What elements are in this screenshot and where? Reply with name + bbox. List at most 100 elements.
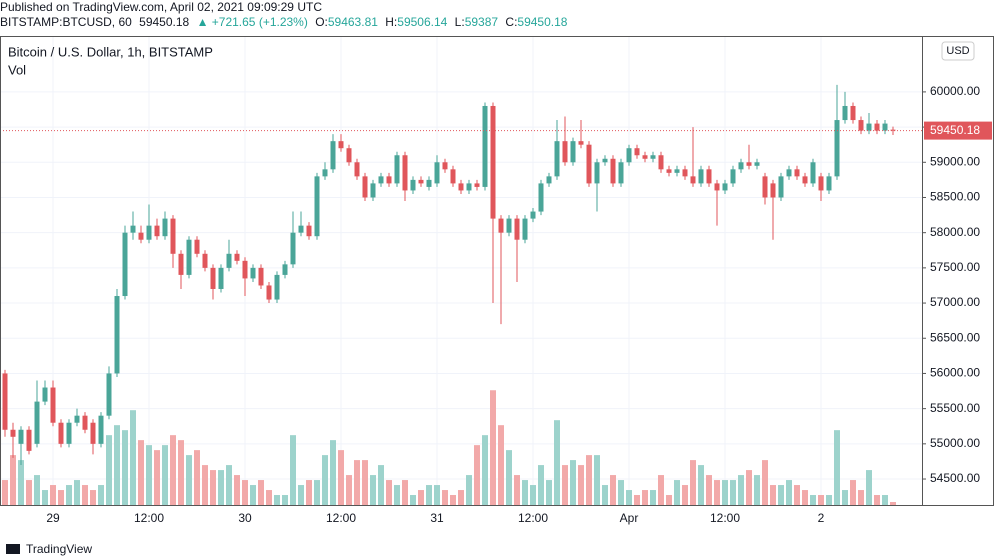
volume-bar <box>450 495 456 505</box>
candle-body <box>482 105 488 187</box>
candle-body <box>442 162 448 170</box>
candle-body <box>306 225 312 237</box>
volume-bar <box>426 485 432 505</box>
y-tick-label: 56500.00 <box>930 330 980 344</box>
ohlc-label: C: <box>505 15 518 29</box>
candle-body <box>178 253 184 275</box>
volume-bar <box>82 485 88 505</box>
candle-body <box>330 141 336 170</box>
volume-bar <box>162 445 168 505</box>
candle-body <box>882 123 888 131</box>
candle-body <box>138 232 144 240</box>
candle-body <box>346 148 352 163</box>
volume-bar <box>802 490 808 505</box>
x-tick-label: 12:00 <box>518 511 548 525</box>
volume-bar <box>482 435 488 505</box>
candle-body <box>274 274 280 300</box>
chart-title: Bitcoin / U.S. Dollar, 1h, BITSTAMP <box>8 44 213 59</box>
last-price-badge <box>924 121 992 140</box>
volume-bar <box>706 475 712 505</box>
ohlc-label: O: <box>315 15 328 29</box>
volume-bar <box>178 440 184 505</box>
ohlc-value: 59506.14 <box>397 15 448 29</box>
volume-bar <box>882 495 888 505</box>
volume-bar <box>18 460 24 505</box>
x-tick-label: Apr <box>620 511 639 525</box>
volume-bar <box>26 480 32 505</box>
volume-bar <box>818 495 824 505</box>
published-line: Published on TradingView.com, April 02, … <box>0 0 326 14</box>
x-tick-label: 30 <box>238 511 252 525</box>
candle-body <box>842 105 848 121</box>
volume-bar <box>890 502 896 505</box>
candle-body <box>834 120 840 177</box>
volume-bar <box>618 480 624 505</box>
candle-body <box>850 105 856 121</box>
volume-bar <box>834 430 840 505</box>
volume-bar <box>490 390 496 505</box>
candle-body <box>298 225 304 233</box>
volume-bar <box>682 485 688 505</box>
candle-body <box>754 162 760 166</box>
candle-body <box>242 260 248 279</box>
candle-body <box>506 218 512 233</box>
candle-body <box>194 239 200 254</box>
candle-body <box>658 155 664 170</box>
candle-body <box>778 176 784 198</box>
volume-bar <box>786 480 792 505</box>
volume-bar <box>794 485 800 505</box>
volume-bar <box>866 470 872 505</box>
axis-layer: 54500.00 55000.00 55500.00 56000.00 56500.00… <box>0 84 992 525</box>
volume-layer <box>2 390 896 505</box>
grid-layer <box>0 37 922 505</box>
volume-bar <box>738 475 744 505</box>
volume-bar <box>306 480 312 505</box>
volume-bar <box>434 485 440 505</box>
candle-body <box>554 141 560 177</box>
candle-body <box>154 225 160 237</box>
volume-bar <box>658 475 664 505</box>
volume-bar <box>762 460 768 505</box>
volume-bar <box>338 450 344 505</box>
volume-bar <box>690 460 696 505</box>
volume-bar <box>594 455 600 505</box>
volume-bar <box>218 470 224 505</box>
volume-bar <box>410 495 416 505</box>
candle-body <box>338 141 344 149</box>
candle-body <box>202 253 208 268</box>
candle-body <box>538 183 544 212</box>
candle-body <box>218 267 224 289</box>
volume-bar <box>770 485 776 505</box>
candle-body <box>250 267 256 279</box>
volume-bar <box>370 475 376 505</box>
y-tick-label: 55500.00 <box>930 401 980 415</box>
candle-body <box>322 169 328 177</box>
candle-body <box>770 183 776 198</box>
candle-body <box>874 123 880 131</box>
volume-bar <box>98 485 104 505</box>
volume-bar <box>538 465 544 505</box>
candle-body <box>866 123 872 131</box>
volume-bar <box>474 445 480 505</box>
currency-badge[interactable] <box>941 41 975 61</box>
candle-body <box>74 415 80 423</box>
volume-bar <box>634 495 640 505</box>
ohlc-value: 59463.81 <box>327 15 378 29</box>
volume-bar <box>154 450 160 505</box>
volume-bar <box>130 410 136 505</box>
candle-body <box>10 429 16 437</box>
footer-brand: TradingView <box>26 542 92 556</box>
candle-body <box>474 183 480 187</box>
candle-body <box>562 141 568 163</box>
volume-bar <box>826 495 832 505</box>
candle-body <box>258 267 264 286</box>
candle-body <box>370 183 376 198</box>
volume-bar <box>258 480 264 505</box>
x-tick-label: 12:00 <box>710 511 740 525</box>
candle-body <box>642 155 648 159</box>
volume-bar <box>226 465 232 505</box>
candle-body <box>18 429 24 444</box>
volume-bar <box>466 475 472 505</box>
candle-body <box>290 232 296 265</box>
